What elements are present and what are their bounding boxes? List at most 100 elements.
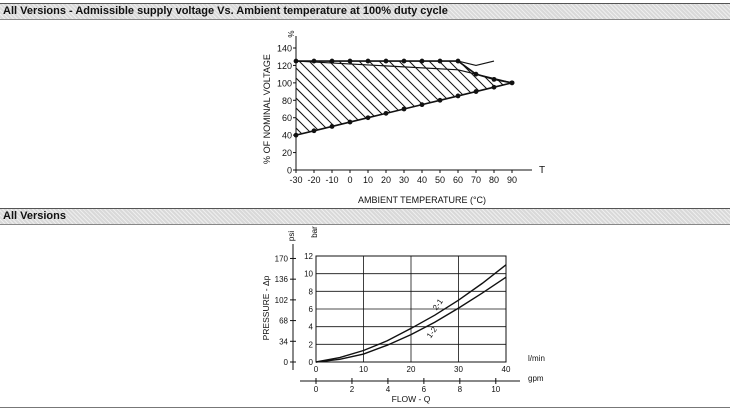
x-tick-label: 10 (359, 365, 368, 374)
data-point (383, 58, 389, 64)
x-tick-label: -30 (289, 175, 302, 185)
y-tick-label: 6 (309, 305, 314, 314)
hatch-line (315, 61, 439, 136)
x-tick-label: -20 (307, 175, 320, 185)
y-unit-label: % (287, 30, 296, 37)
x-tick-label: 10 (363, 175, 373, 185)
data-point (365, 115, 371, 121)
x-tick-label-secondary: 0 (314, 385, 319, 394)
y-tick-label: 60 (282, 113, 292, 123)
data-point (437, 97, 443, 103)
x-tick-label-secondary: 8 (458, 385, 463, 394)
y-tick-label-secondary: 34 (279, 337, 288, 346)
data-point (419, 58, 425, 64)
y-tick-label: 2 (309, 340, 314, 349)
data-point (455, 93, 461, 99)
y-tick-label-secondary: 0 (284, 358, 289, 367)
section-title: All Versions (3, 210, 66, 222)
x-tick-label: 80 (489, 175, 499, 185)
x-tick-label: 50 (435, 175, 445, 185)
x-tick-label: 0 (314, 365, 319, 374)
data-point (329, 58, 335, 64)
y-tick-label: 4 (309, 323, 314, 332)
data-point (347, 119, 353, 125)
bottom-divider (0, 407, 730, 408)
y-tick-label: 120 (277, 61, 292, 71)
section-header-voltage: All Versions - Admissible supply voltage… (0, 3, 730, 20)
hatch-line (296, 61, 389, 136)
chart1-labels: 0 20 40 60 80 100 120 140 -30 -20 -10 0 10 20 30 40 50 60… (262, 30, 545, 205)
section-title: All Versions - Admissible supply voltage… (3, 5, 448, 17)
x-unit-primary: l/min (528, 354, 545, 363)
x-tick-label: 0 (347, 175, 352, 185)
hatch-line (296, 61, 419, 136)
x-tick-label: 40 (502, 365, 511, 374)
data-point (455, 58, 461, 64)
y-tick-label: 8 (309, 287, 314, 296)
chart1-series (293, 58, 515, 138)
y-tick-label: 12 (304, 252, 313, 261)
y-tick-label: 80 (282, 96, 292, 106)
y-tick-label: 40 (282, 131, 292, 141)
hatch-line (296, 61, 369, 136)
chart2-grid (315, 255, 507, 363)
y-axis-title: PRESSURE - Δp (261, 275, 271, 340)
x-tick-label: 60 (453, 175, 463, 185)
y-unit-primary: bar (310, 226, 319, 238)
chart1-axes (293, 36, 532, 173)
y-tick-label-secondary: 136 (275, 275, 289, 284)
x-tick-label: 90 (507, 175, 517, 185)
data-point (401, 58, 407, 64)
y-axis-title: % OF NOMINAL VOLTAGE (262, 54, 272, 164)
chart2-series (315, 264, 507, 363)
x-tick-label: 30 (399, 175, 409, 185)
section-header-pressure: All Versions (0, 208, 730, 225)
hatch-line (296, 61, 409, 136)
hatch-line (296, 61, 359, 136)
y-tick-label: 10 (304, 270, 313, 279)
y-tick-label-secondary: 170 (275, 254, 289, 263)
x-tick-label-secondary: 2 (350, 385, 355, 394)
series-line (295, 60, 513, 84)
data-point (437, 58, 443, 64)
data-point (293, 58, 299, 64)
data-point (473, 89, 479, 94)
series-line (315, 264, 507, 363)
y-tick-label-secondary: 68 (279, 317, 288, 326)
x-axis-title: AMBIENT TEMPERATURE (°C) (358, 195, 486, 205)
data-point (311, 128, 317, 134)
series-line (315, 276, 507, 363)
x-tick-label-secondary: 10 (491, 385, 500, 394)
hatch-line (305, 61, 429, 136)
x-tick-label: 20 (381, 175, 391, 185)
x-tick-label: 40 (417, 175, 427, 185)
data-point (401, 106, 407, 112)
hatch-line (335, 61, 459, 136)
series-line (457, 60, 495, 67)
y-tick-label: 20 (282, 148, 292, 158)
x-axis-title: FLOW - Q (392, 394, 431, 404)
data-point (329, 124, 335, 129)
data-point (383, 110, 389, 116)
y-tick-label-secondary: 102 (275, 296, 289, 305)
chart2-axes (290, 244, 520, 384)
x-tick-label-secondary: 4 (386, 385, 391, 394)
x-tick-label: 20 (407, 365, 416, 374)
x-tick-label: 70 (471, 175, 481, 185)
y-tick-label: 0 (287, 166, 292, 176)
x-axis-end-label: T (539, 165, 545, 176)
y-unit-secondary: psi (287, 231, 296, 241)
hatch-line (296, 61, 379, 136)
y-tick-label: 0 (309, 358, 314, 367)
x-unit-secondary: gpm (528, 374, 544, 383)
y-tick-label: 100 (277, 78, 292, 88)
hatch-line (325, 61, 449, 136)
data-point (419, 102, 425, 108)
data-point (365, 58, 371, 64)
y-tick-label: 140 (277, 44, 292, 54)
x-tick-label: -10 (325, 175, 338, 185)
x-tick-label: 30 (454, 365, 463, 374)
x-tick-label-secondary: 6 (422, 385, 427, 394)
